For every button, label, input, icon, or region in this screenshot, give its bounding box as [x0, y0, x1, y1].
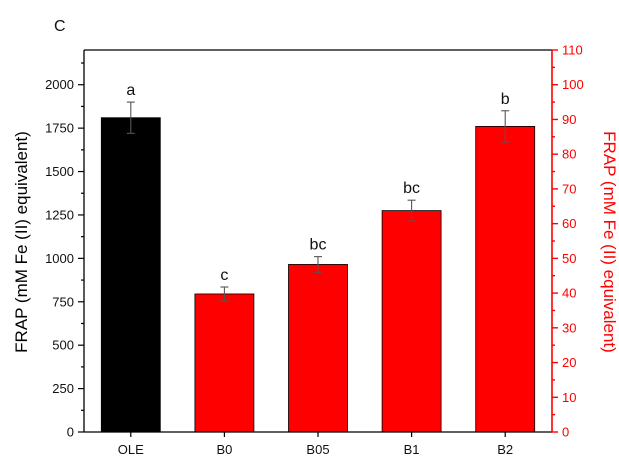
left-tick-label: 1000 [45, 251, 74, 266]
bar-b0 [194, 293, 255, 433]
left-ticks-layer: 0 250 500 750 1000 1250 1500 1750 2000 [45, 62, 84, 440]
bar-b05 [288, 264, 348, 433]
bar-b2 [475, 126, 536, 433]
x-tick-label-b2: B2 [497, 442, 513, 457]
significance-label-b1: bc [403, 180, 420, 197]
x-tick-label-b1: B1 [404, 442, 420, 457]
right-y-axis-title: FRAP (mM Fe (II) equivalent) [600, 131, 619, 353]
right-tick-label: 20 [562, 355, 576, 370]
left-tick-label: 1500 [45, 164, 74, 179]
panel-label: C [54, 18, 66, 35]
x-tick-label-ole: OLE [118, 442, 144, 457]
left-tick-label: 500 [52, 338, 74, 353]
right-tick-label: 110 [562, 43, 583, 58]
x-ticks-layer: OLE B0 B05 B1 B2 [118, 432, 513, 457]
left-y-axis-title: FRAP (mM Fe (II) equivalent) [12, 131, 31, 353]
right-tick-label: 100 [562, 77, 584, 92]
left-tick-label: 1250 [45, 207, 74, 222]
right-tick-label: 0 [562, 425, 569, 440]
left-tick-label: 250 [52, 381, 74, 396]
right-tick-label: 30 [562, 320, 576, 335]
x-tick-label-b05: B05 [306, 442, 329, 457]
error-bars-layer [126, 101, 510, 302]
significance-labels-layer: a c bc bc b [126, 82, 509, 284]
significance-label-ole: a [126, 82, 135, 99]
right-tick-label: 80 [562, 147, 576, 162]
right-tick-label: 60 [562, 216, 576, 231]
right-tick-label: 70 [562, 181, 576, 196]
right-tick-label: 40 [562, 286, 576, 301]
right-tick-label: 10 [562, 390, 576, 405]
x-tick-label-b0: B0 [216, 442, 232, 457]
right-tick-label: 50 [562, 251, 576, 266]
right-tick-label: 90 [562, 112, 576, 127]
significance-label-b0: c [220, 267, 228, 284]
left-tick-label: 750 [52, 294, 74, 309]
significance-label-b05: bc [310, 237, 327, 254]
bar-b1 [381, 210, 442, 433]
left-tick-label: 0 [67, 425, 74, 440]
significance-label-b2: b [501, 91, 510, 108]
right-ticks-layer: 0 10 20 30 40 50 60 70 80 90 100 110 [552, 43, 584, 440]
left-tick-label: 1750 [45, 121, 74, 136]
bar-ole [100, 117, 161, 433]
bars-layer [100, 117, 536, 433]
left-tick-label: 2000 [45, 77, 74, 92]
